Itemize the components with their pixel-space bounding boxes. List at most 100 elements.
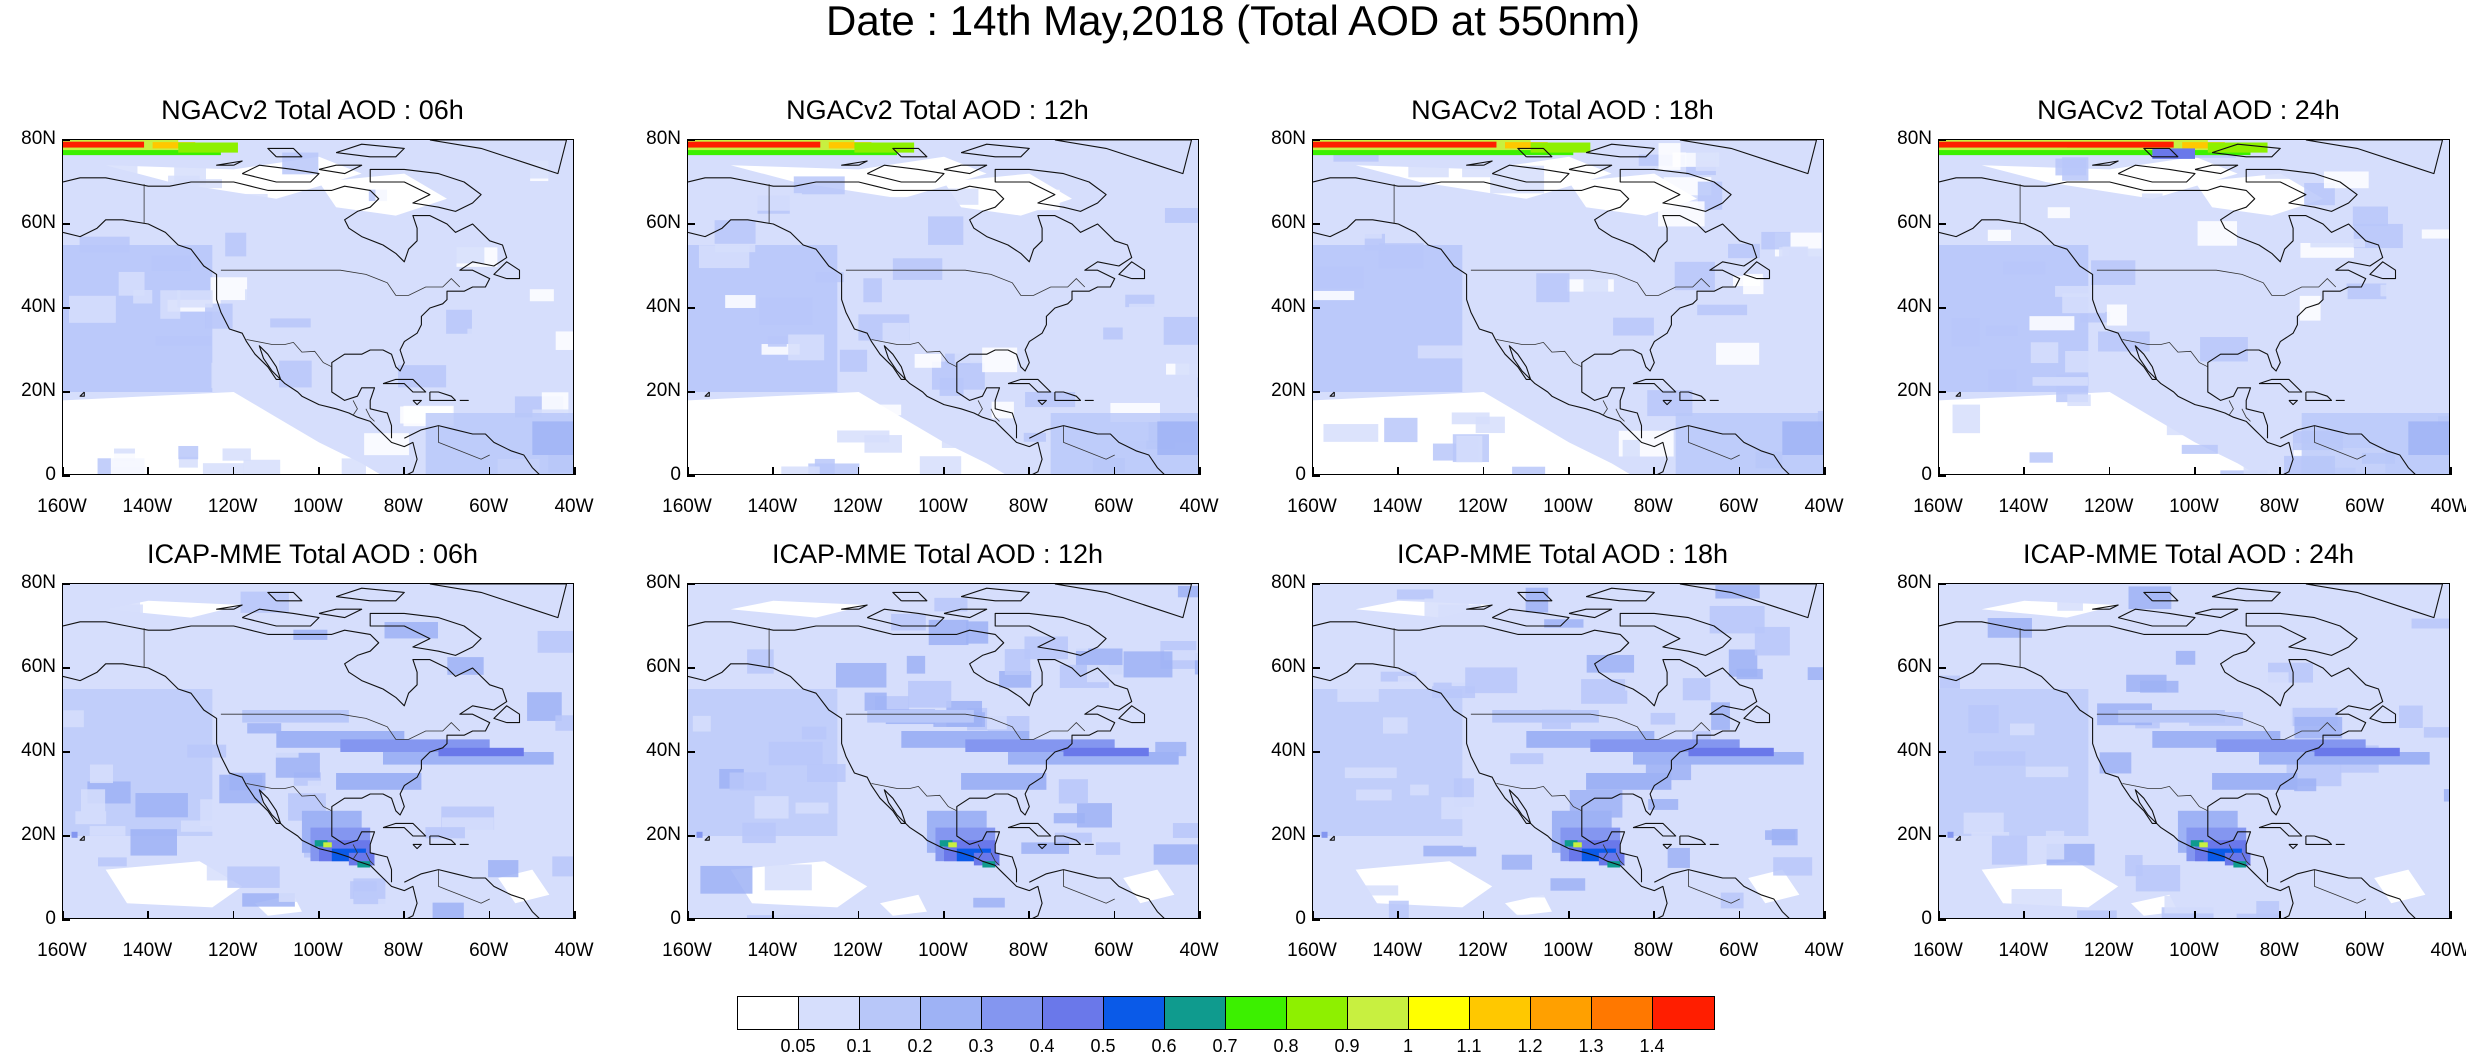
lon-tick-label: 120W <box>1457 940 1508 961</box>
lat-tick-label: 40N <box>646 740 681 761</box>
lat-tick <box>62 583 70 585</box>
aod-map <box>1938 139 2450 475</box>
lon-tick-label: 100W <box>2169 496 2219 517</box>
lon-tick-label: 80W <box>383 496 423 517</box>
lon-tick <box>2364 467 2367 475</box>
panel-title: NGACv2 Total AOD : 24h <box>2037 95 2340 125</box>
lon-tick <box>772 911 774 919</box>
colorbar-swatch <box>1165 997 1226 1029</box>
lon-tick <box>857 467 860 475</box>
lon-tick-label: 100W <box>2169 940 2219 961</box>
lon-tick <box>1482 467 1485 475</box>
lon-tick <box>574 467 576 475</box>
lon-tick <box>1397 467 1399 475</box>
colorbar-label: 1.1 <box>1456 1036 1482 1056</box>
lon-tick-label: 160W <box>662 940 712 961</box>
lon-tick <box>1938 467 1940 475</box>
lon-tick-label: 160W <box>1913 496 1963 517</box>
colorbar-swatch <box>1043 997 1104 1029</box>
lon-tick-label: 140W <box>1998 940 2049 961</box>
colorbar-swatch <box>1348 997 1409 1029</box>
colorbar-label: 0.8 <box>1273 1036 1299 1056</box>
lat-tick-label: 40N <box>646 296 681 317</box>
colorbar-label: 0.5 <box>1090 1036 1116 1056</box>
lon-tick <box>488 911 491 919</box>
lon-tick-label: 100W <box>293 940 343 961</box>
lat-tick <box>1938 223 1946 225</box>
lon-tick <box>488 467 491 475</box>
map-panel-7: ICAP-MME Total AOD : 18h 80N 60N 40N 20N 0 160… <box>1250 539 1875 999</box>
lat-tick <box>62 223 70 225</box>
lat-tick <box>687 583 695 585</box>
aod-field <box>63 584 573 918</box>
lat-tick <box>1312 835 1320 837</box>
lat-tick <box>62 919 70 921</box>
lat-tick-label: 60N <box>1897 656 1932 677</box>
lon-tick-label: 100W <box>918 496 968 517</box>
lon-tick <box>1113 467 1116 475</box>
lat-tick <box>1938 751 1946 753</box>
lat-tick-label: 80N <box>1271 128 1306 149</box>
lat-tick-label: 80N <box>21 128 56 149</box>
panel-title: NGACv2 Total AOD : 06h <box>161 95 464 125</box>
colorbar-swatch <box>982 997 1043 1029</box>
colorbar-swatch <box>1226 997 1287 1029</box>
lon-tick-label: 140W <box>1998 496 2049 517</box>
lon-tick-label: 140W <box>122 496 173 517</box>
map-panel-5: ICAP-MME Total AOD : 06h 80N 60N 40N 20N 0 160… <box>0 539 625 999</box>
lon-tick-label: 120W <box>2083 496 2134 517</box>
lon-tick-label: 100W <box>1543 940 1593 961</box>
lon-tick <box>147 467 149 475</box>
colorbar-label: 0.7 <box>1212 1036 1238 1056</box>
lat-tick <box>1938 835 1946 837</box>
lat-tick <box>62 751 70 753</box>
lon-tick-label: 60W <box>2345 496 2385 517</box>
lon-tick <box>403 911 405 919</box>
aod-map <box>1312 139 1824 475</box>
lat-tick <box>1938 391 1946 393</box>
map-panel-3: NGACv2 Total AOD : 18h 80N 60N 40N 20N 0 160W 1… <box>1250 95 1875 555</box>
aod-map <box>1312 583 1824 919</box>
panel-title: ICAP-MME Total AOD : 06h <box>146 539 479 569</box>
colorbar-swatch <box>1592 997 1653 1029</box>
lat-tick-label: 20N <box>1897 824 1932 845</box>
lon-tick-label: 40W <box>2430 496 2466 517</box>
lon-tick <box>2364 911 2367 919</box>
lat-tick <box>1312 667 1320 669</box>
lon-tick-label: 60W <box>2345 940 2385 961</box>
lat-tick-label: 80N <box>646 572 681 593</box>
map-panel-2: NGACv2 Total AOD : 12h 80N 60N 40N 20N 0 160W 1… <box>625 95 1250 555</box>
lat-tick <box>1312 751 1320 753</box>
lon-tick <box>943 911 945 919</box>
colorbar-label: 0.6 <box>1151 1036 1177 1056</box>
lon-tick-label: 40W <box>1179 496 1219 517</box>
lat-tick-label: 80N <box>1271 572 1306 593</box>
lon-tick-label: 80W <box>1008 496 1048 517</box>
lat-tick <box>687 307 695 309</box>
lat-tick <box>62 307 70 309</box>
lat-tick-label: 60N <box>21 212 56 233</box>
colorbar-label: 1.4 <box>1639 1036 1665 1056</box>
lon-tick <box>2108 467 2111 475</box>
lat-tick-label: 60N <box>21 656 56 677</box>
lat-tick <box>1938 475 1946 477</box>
lon-tick-label: 40W <box>2430 940 2466 961</box>
lat-tick-label: 20N <box>1271 380 1306 401</box>
aod-colorbar <box>737 996 1715 1030</box>
lon-tick-label: 120W <box>207 940 258 961</box>
lon-tick <box>1738 911 1741 919</box>
lon-tick-label: 40W <box>554 496 594 517</box>
lat-tick-label: 0 <box>1921 464 1932 485</box>
figure-title: Date : 14th May,2018 (Total AOD at 550nm… <box>826 0 1640 44</box>
aod-map <box>62 583 574 919</box>
aod-field <box>688 584 1198 918</box>
lon-tick-label: 160W <box>1287 496 1337 517</box>
lat-tick-label: 0 <box>1921 908 1932 929</box>
colorbar-label: 0.9 <box>1334 1036 1360 1056</box>
lat-tick-label: 0 <box>1295 464 1306 485</box>
lon-tick-label: 80W <box>1633 940 1673 961</box>
lon-tick <box>62 911 64 919</box>
lat-tick <box>687 667 695 669</box>
lat-tick-label: 60N <box>646 212 681 233</box>
panel-title: ICAP-MME Total AOD : 12h <box>771 539 1104 569</box>
